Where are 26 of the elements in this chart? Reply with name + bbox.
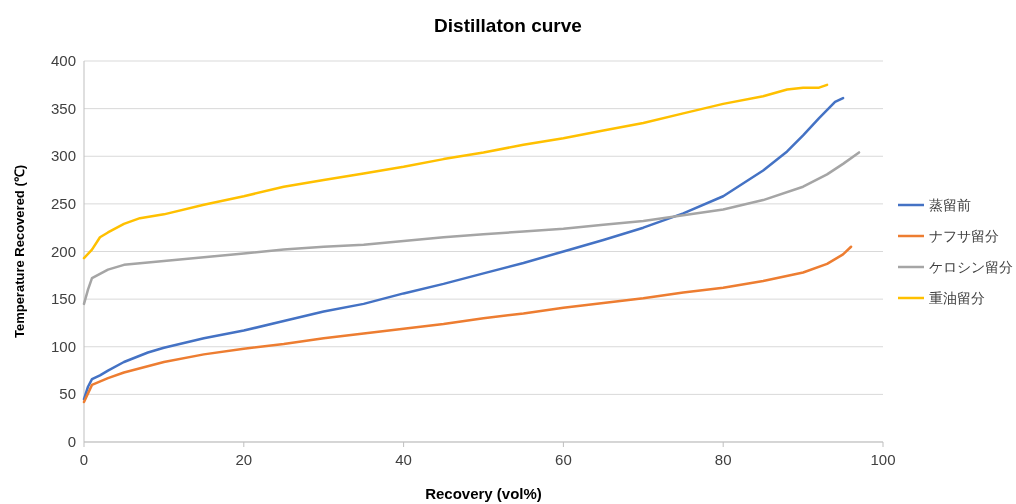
y-tick-label: 350 xyxy=(50,99,76,117)
line-series xyxy=(82,96,845,401)
y-tick-label: 250 xyxy=(50,194,76,212)
y-tick-label: 400 xyxy=(50,52,76,69)
line-series xyxy=(82,83,829,260)
legend-label: 重油留分 xyxy=(929,290,985,306)
line-series xyxy=(82,151,861,306)
chart-title: Distillaton curve xyxy=(434,15,582,36)
x-tick-label: 60 xyxy=(555,451,572,468)
legend-label: ケロシン留分 xyxy=(929,259,1013,275)
x-tick-label: 80 xyxy=(714,451,732,468)
x-axis-title: Recovery (vol%) xyxy=(425,485,542,502)
line-series xyxy=(82,245,853,404)
y-tick-label: 300 xyxy=(50,147,76,165)
x-tick-label: 20 xyxy=(235,451,253,468)
x-tick-label: 40 xyxy=(395,451,412,468)
y-tick-label: 0 xyxy=(67,433,76,450)
y-tick-label: 150 xyxy=(50,290,76,308)
legend-label: ナフサ留分 xyxy=(929,228,999,244)
legend-label: 蒸留前 xyxy=(929,197,971,213)
y-axis-title: Temperature Recovered (℃) xyxy=(12,164,27,339)
x-tick-label: 100 xyxy=(870,451,896,468)
x-tick-label: 0 xyxy=(79,451,89,468)
y-tick-label: 50 xyxy=(59,385,76,403)
y-tick-label: 200 xyxy=(50,242,76,260)
y-tick-label: 100 xyxy=(50,337,76,355)
